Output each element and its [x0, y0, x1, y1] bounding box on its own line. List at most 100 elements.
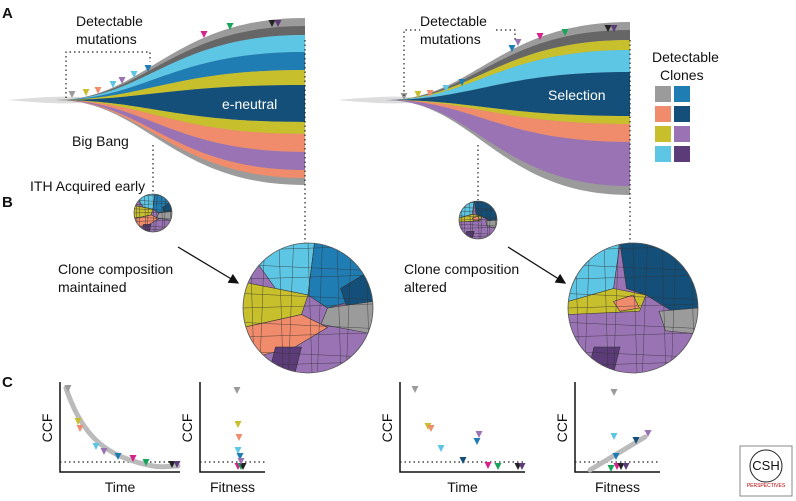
- cell-edge: [336, 243, 342, 373]
- mutation-marker: [236, 453, 244, 460]
- cell-edge: [134, 200, 172, 203]
- legend-swatch: [655, 146, 671, 162]
- mutation-marker: [514, 39, 522, 46]
- mutation-marker: [632, 437, 640, 444]
- mutation-marker: [473, 438, 481, 445]
- mutation-marker: [437, 445, 445, 452]
- circle-outline: [133, 193, 173, 233]
- cell-edge: [459, 215, 497, 218]
- composition-label: altered: [404, 279, 447, 295]
- mutation-marker: [64, 385, 72, 392]
- axis-label: Time: [447, 479, 478, 495]
- annotation: Detectable: [420, 13, 487, 29]
- mutation-marker: [100, 448, 108, 455]
- circle-outline: [567, 242, 699, 374]
- logo-ring: [749, 449, 783, 483]
- mutation-marker: [610, 25, 618, 32]
- arrow: [177, 246, 240, 284]
- axis-label: Fitness: [210, 479, 255, 495]
- cell-edge: [346, 243, 352, 373]
- annotation: mutations: [420, 31, 481, 47]
- cell-edge: [134, 220, 172, 222]
- clone-region: [658, 307, 698, 335]
- ccf-plots: CCF Time CCF Fitness CCF Time CCF Fitness: [39, 382, 660, 495]
- mutation-marker: [536, 33, 544, 40]
- axis: [59, 382, 180, 473]
- mutation-marker: [235, 434, 243, 441]
- mutation-marker: [118, 77, 126, 84]
- mutation-marker: [518, 463, 526, 470]
- annotation: Detectable: [76, 13, 143, 29]
- mutation-marker: [459, 457, 467, 464]
- cell-edge: [568, 322, 698, 329]
- mutation-marker: [173, 461, 181, 468]
- cell-edge: [134, 211, 172, 214]
- cell-edge: [161, 194, 163, 232]
- mutation-marker: [226, 23, 234, 30]
- mutation-marker: [94, 87, 102, 94]
- cell-edge: [164, 194, 166, 232]
- mutation-marker: [114, 453, 122, 460]
- clone-region: [243, 314, 329, 361]
- connector: [152, 40, 631, 243]
- cell-edge: [671, 243, 677, 373]
- axis: [574, 382, 660, 473]
- logo-box: [739, 445, 793, 497]
- cell-edge: [243, 274, 373, 280]
- cell-edge: [243, 303, 373, 309]
- clone-region: [320, 301, 373, 335]
- clone-region: [613, 294, 640, 312]
- mutation-marker: [426, 90, 434, 97]
- cell-edge: [568, 303, 698, 309]
- mutation-marker: [458, 79, 466, 86]
- mutation-marker: [130, 71, 138, 78]
- logo: CSH PERSPECTIVES: [739, 445, 793, 497]
- mutation-marker: [234, 421, 242, 428]
- mutation-marker: [142, 459, 150, 466]
- cell-edge: [459, 227, 497, 229]
- composition-label: Clone composition: [404, 261, 519, 277]
- mutation-marker: [411, 386, 419, 393]
- clone-label: Selection: [548, 87, 606, 103]
- cell-edge: [259, 243, 265, 373]
- mutation-marker: [239, 463, 247, 470]
- cell-edge: [147, 194, 149, 232]
- clone-band: [385, 100, 630, 142]
- mutation-marker: [200, 31, 208, 38]
- clone-region: [471, 215, 481, 222]
- logo-main: CSH: [752, 458, 779, 473]
- legend-swatch: [655, 106, 671, 122]
- cell-edge: [472, 201, 474, 239]
- mutation-marker: [424, 423, 432, 430]
- arrow: [507, 246, 567, 284]
- clone-circle: [134, 194, 172, 232]
- cell-edge: [243, 293, 373, 300]
- cell-edge: [134, 208, 172, 211]
- mutation-marker: [427, 425, 435, 432]
- mutation-marker: [400, 93, 408, 100]
- clone-band: [385, 40, 630, 100]
- mutation-marker: [109, 81, 117, 88]
- clone-label: e-neutral: [222, 96, 277, 112]
- panel-label: B: [2, 194, 13, 211]
- composition-label: Clone composition: [58, 261, 173, 277]
- legend-title: Clones: [660, 67, 704, 83]
- mutation-marker: [76, 425, 84, 432]
- mutation-marker: [168, 461, 176, 468]
- mutation-marker: [604, 25, 612, 32]
- axis: [199, 382, 265, 473]
- clone-band: [385, 100, 630, 186]
- mutation-marker: [644, 430, 652, 437]
- mutation-marker: [268, 20, 276, 27]
- fit-curve: [63, 385, 181, 470]
- legend-swatch: [674, 146, 690, 162]
- circle-outline: [458, 200, 498, 240]
- mutation-marker: [237, 458, 245, 465]
- composition-label: maintained: [58, 279, 127, 295]
- legend-swatch: [655, 86, 671, 102]
- bracket: [65, 51, 151, 98]
- cell-edge: [459, 218, 497, 221]
- mutation-marker: [82, 89, 90, 96]
- cell-edge: [307, 243, 313, 373]
- cell-edge: [459, 224, 497, 227]
